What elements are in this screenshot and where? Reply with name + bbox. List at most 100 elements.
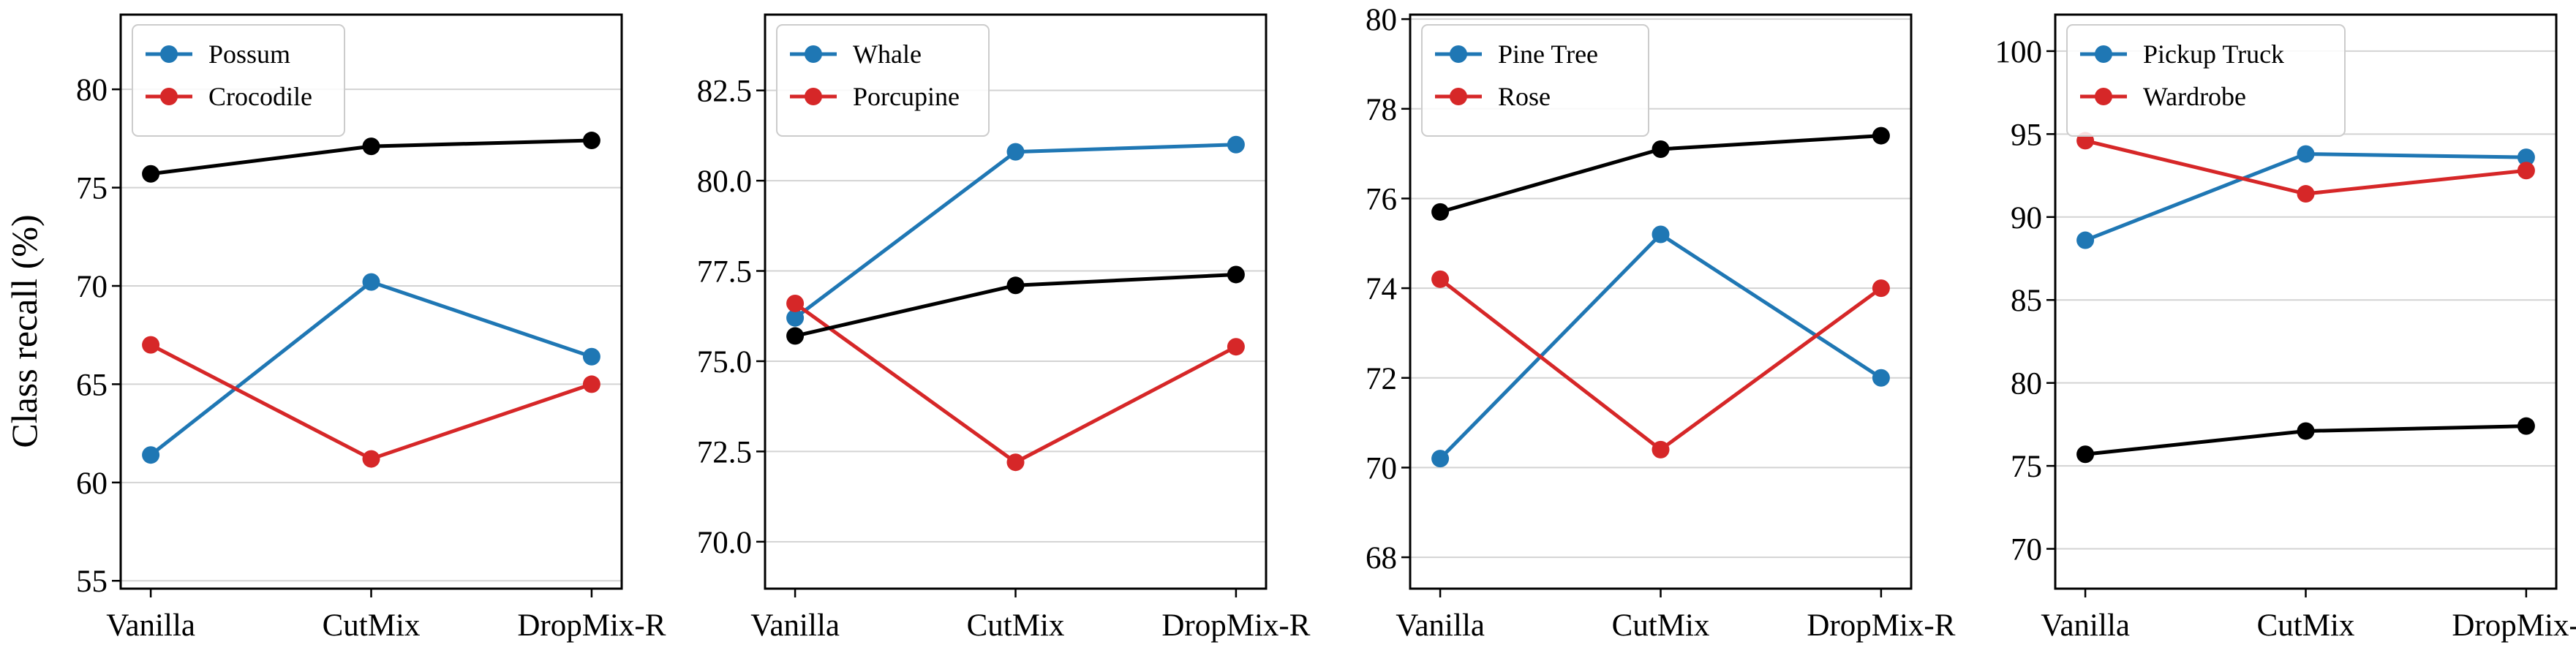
y-tick-label: 100	[1995, 35, 2043, 69]
data-point	[1006, 276, 1025, 295]
y-tick-label: 78	[1366, 93, 1397, 127]
data-point	[786, 327, 805, 345]
data-point	[142, 446, 160, 464]
y-tick-label: 72.5	[697, 435, 752, 469]
data-point	[1872, 127, 1890, 145]
legend-label: Crocodile	[208, 82, 312, 111]
y-tick-label: 75.0	[697, 345, 752, 380]
data-point	[1431, 270, 1450, 288]
legend: Whale Porcupine	[776, 24, 990, 137]
data-point	[1431, 203, 1450, 221]
data-point	[786, 309, 805, 327]
data-point	[2076, 231, 2095, 249]
data-point	[1227, 338, 1245, 356]
legend-marker	[2095, 45, 2112, 63]
legend-marker	[805, 88, 822, 105]
x-tick-label: CutMix	[1612, 608, 1710, 643]
y-tick-label: 77.5	[697, 255, 752, 290]
x-tick-label: DropMix-R	[1161, 608, 1310, 643]
y-axis-label: Class recall (%)	[4, 214, 45, 448]
legend-label: Whale	[853, 39, 922, 69]
x-tick-label: Vanilla	[1396, 608, 1485, 643]
y-tick-label: 70	[1366, 451, 1397, 486]
data-point	[2517, 417, 2535, 435]
legend-label: Wardrobe	[2143, 82, 2246, 111]
legend-item: Whale	[790, 39, 922, 69]
legend-marker	[160, 88, 178, 105]
y-tick-label: 70	[2011, 533, 2042, 567]
y-tick-label: 80	[1366, 3, 1397, 37]
chart-panel-3: 68 70 72 74 76 78 80 Vanilla CutMix DropMix-R Pine…	[1366, 3, 1956, 643]
data-point	[2517, 148, 2535, 167]
legend-item: Crocodile	[146, 82, 312, 111]
y-tick-label: 75	[2011, 450, 2042, 484]
legend-label: Pickup Truck	[2143, 39, 2284, 69]
y-tick-label: 70	[76, 270, 108, 304]
data-point	[1652, 140, 1670, 158]
legend-item: Porcupine	[790, 82, 960, 111]
chart-panel-1: 55 60 65 70 75 80 Vanilla CutMix DropMix-R Possum…	[76, 13, 666, 643]
x-tick-label: CutMix	[323, 608, 421, 643]
x-tick-label: DropMix-R	[2452, 608, 2576, 643]
chart-panel-4: 70 75 80 85 90 95 100 Vanilla CutMix DropMix-R Pic…	[1995, 13, 2576, 643]
data-point	[582, 132, 600, 150]
data-point	[582, 375, 600, 393]
data-point	[362, 137, 380, 156]
data-point	[2297, 422, 2315, 440]
y-tick-label: 65	[76, 368, 108, 402]
x-tick-label: CutMix	[2257, 608, 2355, 643]
data-point	[1872, 279, 1890, 298]
data-point	[1006, 453, 1025, 472]
y-tick-label: 80	[2011, 367, 2042, 401]
y-tick-label: 95	[2011, 118, 2042, 152]
legend-marker	[2095, 88, 2112, 105]
x-tick-label: Vanilla	[106, 608, 195, 643]
data-point	[1227, 135, 1245, 154]
y-tick-label: 80.0	[697, 165, 752, 199]
y-tick-label: 90	[2011, 201, 2042, 235]
data-point	[582, 347, 600, 366]
y-tick-label: 85	[2011, 284, 2042, 318]
x-tick-label: Vanilla	[2041, 608, 2130, 643]
data-point	[142, 336, 160, 354]
data-point	[1652, 440, 1670, 458]
legend-item: Wardrobe	[2080, 82, 2246, 111]
legend-item: Possum	[146, 39, 290, 69]
legend-marker	[1450, 88, 1467, 105]
legend: Pine Tree Rose	[1421, 24, 1649, 137]
legend-label: Pine Tree	[1498, 39, 1598, 69]
y-tick-label: 72	[1366, 362, 1397, 396]
legend-marker	[160, 45, 178, 63]
legend-item: Pickup Truck	[2080, 39, 2284, 69]
y-tick-label: 60	[76, 467, 108, 501]
data-point	[2076, 445, 2095, 464]
data-point	[1652, 225, 1670, 244]
legend-item: Pine Tree	[1435, 39, 1598, 69]
legend-marker	[805, 45, 822, 63]
y-tick-label: 76	[1366, 182, 1397, 216]
legend-item: Rose	[1435, 82, 1551, 111]
series-line	[1439, 233, 1883, 460]
y-tick-label: 70.0	[697, 526, 752, 560]
series-line	[794, 301, 1238, 464]
x-tick-label: CutMix	[967, 608, 1065, 643]
y-tick-label: 80	[76, 73, 108, 107]
data-point	[786, 294, 805, 312]
legend: Pickup Truck Wardrobe	[2066, 24, 2346, 137]
x-tick-label: DropMix-R	[517, 608, 666, 643]
data-point	[362, 273, 380, 291]
chart-panel-2: 70.0 72.5 75.0 77.5 80.0 82.5 Vanilla CutMix Dro…	[697, 13, 1311, 643]
data-point	[362, 450, 380, 468]
data-point	[2297, 145, 2315, 163]
legend-marker	[1450, 45, 1467, 63]
legend-box	[2066, 24, 2346, 137]
series-line	[1439, 277, 1883, 452]
data-point	[2297, 185, 2315, 203]
y-tick-label: 68	[1366, 541, 1397, 575]
y-tick-label: 55	[76, 565, 108, 599]
data-point	[1006, 143, 1025, 161]
legend-label: Rose	[1498, 82, 1551, 111]
y-tick-label: 75	[76, 172, 108, 206]
data-point	[2517, 162, 2535, 180]
